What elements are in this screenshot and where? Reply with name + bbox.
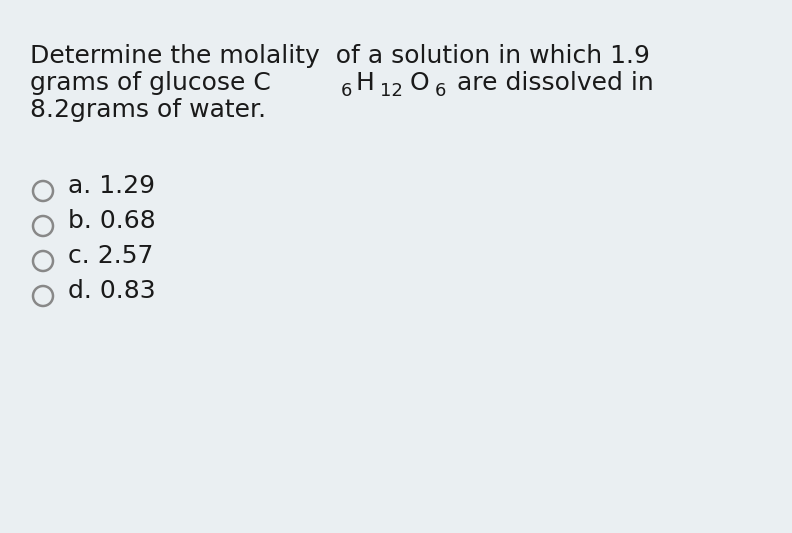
- Text: 6: 6: [435, 82, 446, 100]
- Text: Determine the molality  of a solution in which 1.9: Determine the molality of a solution in …: [30, 44, 650, 68]
- Text: O: O: [409, 71, 428, 95]
- Text: c. 2.57: c. 2.57: [68, 244, 154, 268]
- Text: b. 0.68: b. 0.68: [68, 209, 156, 233]
- Text: a. 1.29: a. 1.29: [68, 174, 155, 198]
- Text: d. 0.83: d. 0.83: [68, 279, 155, 303]
- Text: 6: 6: [341, 82, 352, 100]
- Text: grams of glucose C: grams of glucose C: [30, 71, 271, 95]
- Text: H: H: [356, 71, 374, 95]
- Text: 12: 12: [379, 82, 402, 100]
- Text: 8.2grams of water.: 8.2grams of water.: [30, 98, 266, 122]
- Text: are dissolved in: are dissolved in: [449, 71, 654, 95]
